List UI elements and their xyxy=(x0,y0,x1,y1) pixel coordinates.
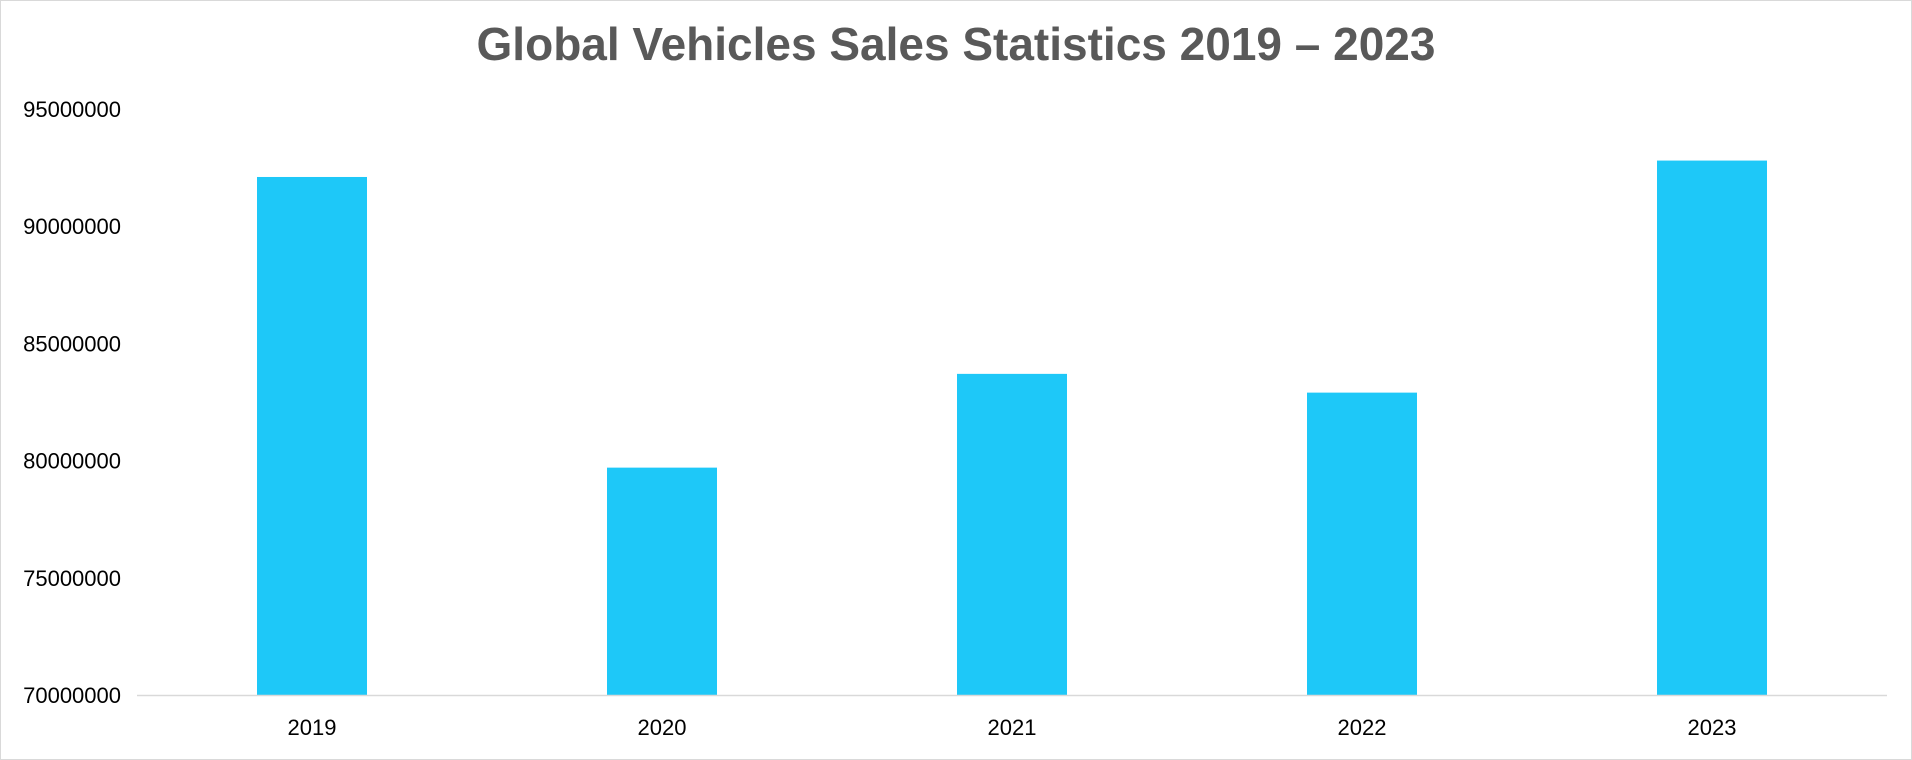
bar-2021 xyxy=(957,373,1067,695)
x-tick-label: 2019 xyxy=(288,715,337,740)
y-tick-label: 75000000 xyxy=(23,566,121,591)
y-tick-label: 90000000 xyxy=(23,214,121,239)
y-tick-label: 80000000 xyxy=(23,449,121,474)
x-tick-label: 2023 xyxy=(1688,715,1737,740)
chart-title: Global Vehicles Sales Statistics 2019 – … xyxy=(476,18,1436,70)
x-tick-label: 2021 xyxy=(988,715,1037,740)
bar-2020 xyxy=(607,467,717,695)
bar-2019 xyxy=(257,176,367,695)
x-tick-label: 2022 xyxy=(1338,715,1387,740)
y-tick-label: 85000000 xyxy=(23,331,121,356)
bar-2023 xyxy=(1657,160,1767,695)
y-tick-label: 95000000 xyxy=(23,97,121,122)
x-tick-label: 2020 xyxy=(638,715,687,740)
y-tick-label: 70000000 xyxy=(23,683,121,708)
bar-2022 xyxy=(1307,392,1417,695)
